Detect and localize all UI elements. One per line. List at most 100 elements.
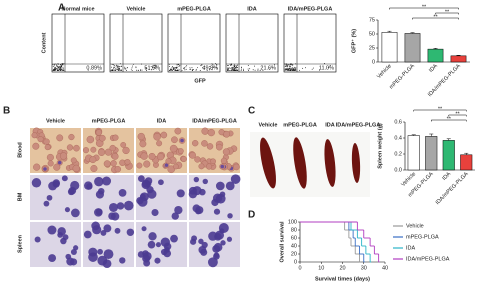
x-tick-label: IDA bbox=[428, 63, 439, 74]
flow-plot-frame bbox=[225, 13, 279, 73]
cell bbox=[72, 164, 80, 173]
significance-bracket bbox=[413, 109, 467, 112]
cell bbox=[222, 148, 230, 156]
flow-dot bbox=[228, 70, 230, 71]
flow-dot bbox=[243, 70, 245, 71]
cell bbox=[69, 258, 78, 266]
flow-percent: 49.8% bbox=[202, 65, 218, 71]
flow-dot bbox=[57, 63, 59, 65]
cell bbox=[46, 194, 53, 201]
cell bbox=[124, 159, 131, 165]
micro-image bbox=[136, 127, 187, 174]
flow-dot bbox=[173, 69, 174, 71]
flow-percent: 0.89% bbox=[86, 65, 102, 71]
flow-dot bbox=[119, 69, 120, 71]
flow-dot bbox=[240, 68, 242, 70]
flow-dot bbox=[216, 64, 218, 66]
flow-title: IDA bbox=[247, 6, 257, 12]
flow-dot bbox=[311, 68, 313, 70]
flow-dot bbox=[119, 63, 121, 65]
flow-plot-frame bbox=[283, 13, 337, 73]
flow-dot bbox=[230, 69, 232, 71]
micro-image bbox=[30, 222, 81, 267]
cell bbox=[61, 175, 68, 182]
significance-label: ** bbox=[445, 9, 450, 15]
flow-dot bbox=[58, 67, 60, 69]
flow-dot bbox=[113, 67, 114, 69]
flow-dot bbox=[291, 70, 293, 71]
significance-label: ** bbox=[455, 111, 460, 117]
cell bbox=[43, 138, 50, 145]
flow-dot bbox=[257, 69, 259, 71]
cell bbox=[62, 234, 69, 241]
flow-dot bbox=[171, 66, 173, 68]
flow-dot bbox=[179, 65, 181, 66]
cell bbox=[230, 174, 241, 184]
flow-dot bbox=[243, 68, 244, 70]
nucleus bbox=[57, 160, 62, 165]
flow-dot bbox=[284, 63, 286, 65]
spleen bbox=[293, 137, 307, 189]
spleen bbox=[351, 143, 361, 183]
micro-image bbox=[188, 174, 241, 220]
flow-dot bbox=[286, 68, 288, 70]
flow-dot bbox=[55, 68, 57, 70]
flow-dot bbox=[57, 69, 59, 71]
row-header: Blood bbox=[17, 142, 23, 158]
flow-dot bbox=[61, 65, 63, 67]
flow-dot bbox=[62, 69, 64, 71]
cell bbox=[86, 135, 95, 144]
y-tick-label: 25 bbox=[369, 45, 375, 51]
y-tick-label: 0.2 bbox=[394, 151, 402, 157]
flow-dot bbox=[59, 67, 61, 69]
cell bbox=[201, 140, 208, 147]
cell bbox=[110, 212, 120, 221]
y-tick-label: 80 bbox=[291, 227, 297, 233]
flow-dot bbox=[234, 65, 236, 67]
micro-image bbox=[136, 222, 187, 267]
flow-dot bbox=[286, 63, 288, 65]
cell bbox=[99, 134, 106, 142]
cell bbox=[53, 163, 61, 171]
flow-dot bbox=[212, 67, 214, 68]
flow-dot bbox=[235, 68, 237, 70]
flow-dot bbox=[119, 68, 121, 70]
flow-dot bbox=[211, 69, 213, 71]
flow-dot bbox=[55, 67, 57, 69]
cell bbox=[94, 208, 103, 217]
cell bbox=[43, 200, 50, 207]
cell bbox=[201, 127, 209, 135]
y-tick-label: 0 bbox=[372, 59, 375, 65]
error-bar bbox=[456, 55, 461, 56]
cell bbox=[46, 153, 54, 161]
flow-dot bbox=[113, 64, 114, 66]
x-tick-label: IDA bbox=[441, 171, 452, 182]
cell bbox=[176, 189, 185, 198]
flow-dot bbox=[55, 63, 57, 65]
cell bbox=[48, 181, 58, 191]
cell bbox=[148, 232, 157, 241]
flow-dot bbox=[206, 69, 208, 71]
flow-dot bbox=[186, 65, 188, 67]
flow-dot bbox=[299, 69, 301, 71]
flow-dot bbox=[114, 64, 116, 66]
flow-dot bbox=[274, 64, 275, 66]
cell bbox=[170, 234, 178, 243]
flow-dot bbox=[176, 67, 177, 69]
flow-dot bbox=[60, 68, 62, 69]
cell bbox=[163, 242, 172, 251]
x-tick-label: 30 bbox=[361, 265, 367, 271]
significance-label: ** bbox=[438, 106, 443, 112]
cell bbox=[70, 157, 77, 164]
error-bar bbox=[446, 138, 451, 141]
column-header: IDA bbox=[157, 118, 167, 124]
cell bbox=[160, 248, 168, 256]
cell bbox=[189, 151, 196, 159]
flow-dot bbox=[62, 68, 64, 70]
y-tick-label: 0.6 bbox=[394, 119, 402, 125]
flow-dot bbox=[60, 64, 62, 66]
y-tick-label: 100 bbox=[288, 219, 297, 225]
cell bbox=[95, 129, 103, 136]
flow-plot-frame bbox=[167, 13, 221, 73]
x-tick-label: IDA/mPEG-PLGA bbox=[435, 171, 470, 206]
